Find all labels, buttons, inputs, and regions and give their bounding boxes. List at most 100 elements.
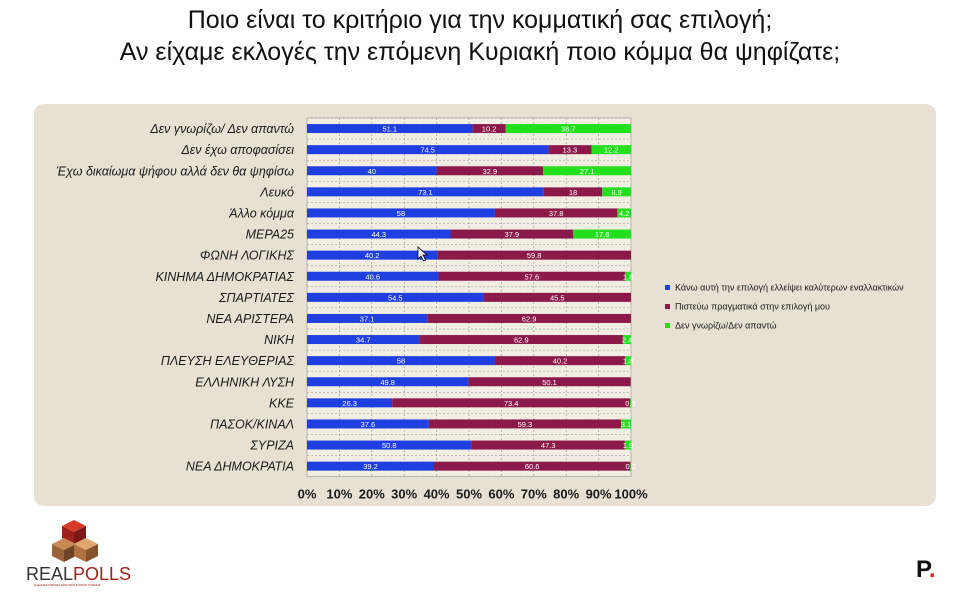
category-label: ΠΛΕΥΣΗ ΕΛΕΥΘΕΡΙΑΣ: [161, 354, 295, 368]
chart-title-line-2: Αν είχαμε εκλογές την επόμενη Κυριακή πο…: [119, 38, 841, 66]
data-label: 60.6: [525, 462, 540, 471]
data-label: 38.7: [561, 125, 576, 134]
legend-label: Δεν γνωρίζω/Δεν απαντώ: [675, 321, 777, 331]
data-label: 1.8: [623, 272, 633, 281]
x-tick-label: 90%: [586, 487, 612, 502]
bar-segment: [436, 166, 544, 176]
bar-segment: [427, 313, 631, 323]
data-label: 27.1: [580, 167, 595, 176]
bar-segment: [307, 398, 393, 408]
data-label: 2.4: [622, 336, 632, 345]
legend-swatch: [665, 304, 670, 309]
data-label: 26.3: [342, 399, 357, 408]
bar-segment: [307, 208, 495, 218]
bar-segment: [307, 124, 473, 134]
realpolls-cube-icon: [52, 520, 98, 562]
data-label: 62.9: [522, 314, 537, 323]
data-label: 0.3: [625, 399, 635, 408]
bar-segment: [624, 440, 631, 450]
bar-segment: [468, 377, 631, 387]
data-label: 1.8: [623, 357, 633, 366]
bar-segment: [483, 292, 631, 302]
bar-segment: [307, 440, 472, 450]
bar-segment: [625, 271, 631, 281]
bar-segment: [573, 229, 631, 239]
bar-segment: [307, 356, 495, 366]
x-tick-label: 30%: [391, 487, 417, 502]
legend-swatch: [665, 285, 670, 290]
category-label: ΝΕΑ ΔΗΜΟΚΡΑΤΙΑ: [186, 460, 294, 474]
bar-segment: [494, 208, 618, 218]
data-label: 40.2: [365, 251, 380, 260]
bar-segment: [434, 461, 631, 471]
bar-segment: [307, 461, 435, 471]
x-tick-label: 50%: [456, 487, 482, 502]
x-tick-label: 70%: [521, 487, 547, 502]
x-tick-label: 20%: [359, 487, 385, 502]
realpolls-tagline: ΕΞΕΙΔΙΚΕΥΜΕΝΕΣ ΕΡΕΥΝΕΣ ΚΟΙΝΗΣ ΓΝΩΜΗΣ: [34, 583, 101, 587]
data-label: 32.9: [483, 167, 498, 176]
category-label: ΦΩΝΗ ΛΟΓΙΚΗΣ: [200, 249, 295, 263]
category-label: ΕΛΛΗΝΙΚΗ ΛΥΣΗ: [195, 375, 295, 389]
x-tick-label: 40%: [424, 487, 450, 502]
bar-segment: [602, 187, 631, 197]
category-label: ΚΚΕ: [269, 396, 295, 410]
chart-title-line-1: Ποιο είναι το κριτήριο για την κομματική…: [187, 6, 773, 34]
bar-segment: [620, 419, 631, 429]
bar-segment: [548, 145, 592, 155]
bar-segment: [419, 335, 624, 345]
data-label: 59.3: [518, 420, 533, 429]
data-label: 51.1: [382, 125, 397, 134]
data-label: 37.8: [549, 209, 564, 218]
data-label: 40.6: [365, 272, 380, 281]
bar-segment: [307, 377, 469, 387]
data-label: 57.6: [525, 272, 540, 281]
data-label: 44.3: [371, 230, 386, 239]
bar-segment: [307, 166, 437, 176]
data-label: 40: [368, 167, 376, 176]
bar-segment: [437, 250, 631, 260]
bar-segment: [494, 356, 626, 366]
x-tick-label: 10%: [326, 487, 352, 502]
data-label: 37.1: [360, 314, 375, 323]
bar-segment: [307, 419, 429, 429]
bar-segment: [307, 335, 420, 345]
category-label: Λευκό: [259, 185, 294, 199]
data-label: 13.3: [563, 146, 578, 155]
data-label: 45.5: [550, 293, 565, 302]
bar-segment: [543, 187, 603, 197]
x-tick-label: 60%: [488, 487, 514, 502]
data-label: 10.2: [482, 125, 497, 134]
data-label: 49.8: [380, 378, 395, 387]
category-label: ΠΑΣΟΚ/ΚΙΝΑΛ: [210, 417, 294, 431]
category-label: ΣΠΑΡΤΙΑΤΕΣ: [218, 291, 294, 305]
data-label: 3.1: [621, 420, 631, 429]
bar-segment: [505, 124, 631, 134]
data-label: 62.9: [514, 336, 529, 345]
data-label: 59.8: [527, 251, 542, 260]
data-label: 37.9: [505, 230, 520, 239]
bar-segment: [307, 313, 428, 323]
category-label: Έχω δικαίωμα ψήφου αλλά δεν θα ψηφίσω: [56, 164, 294, 178]
category-label: ΜΕΡΑ25: [246, 228, 294, 242]
x-tick-label: 0%: [298, 487, 317, 502]
legend-swatch: [665, 323, 670, 328]
legend-label: Πιστεύω πραγματικά στην επιλογή μου: [675, 302, 830, 312]
realpolls-wordmark: REALPOLLS: [26, 564, 132, 584]
bar-segment: [438, 271, 626, 281]
bar-segment: [428, 419, 621, 429]
category-label: ΝΙΚΗ: [264, 333, 295, 347]
bar-segment: [392, 398, 631, 408]
category-label: ΣΥΡΙΖΑ: [249, 439, 294, 453]
legend-label: Κάνω αυτή την επιλογή ελλείψει καλύτερων…: [675, 283, 904, 293]
bar-segment: [307, 292, 484, 302]
category-label: ΝΕΑ ΑΡΙΣΤΕΡΑ: [206, 312, 294, 326]
bar-segment: [307, 250, 438, 260]
data-label: 50.8: [382, 441, 397, 450]
bar-segment: [307, 271, 439, 281]
bar-segment: [307, 229, 451, 239]
category-label: ΚΙΝΗΜΑ ΔΗΜΟΚΡΑΤΙΑΣ: [155, 270, 294, 284]
data-label: 4.2: [619, 209, 629, 218]
bar-segment: [543, 166, 631, 176]
